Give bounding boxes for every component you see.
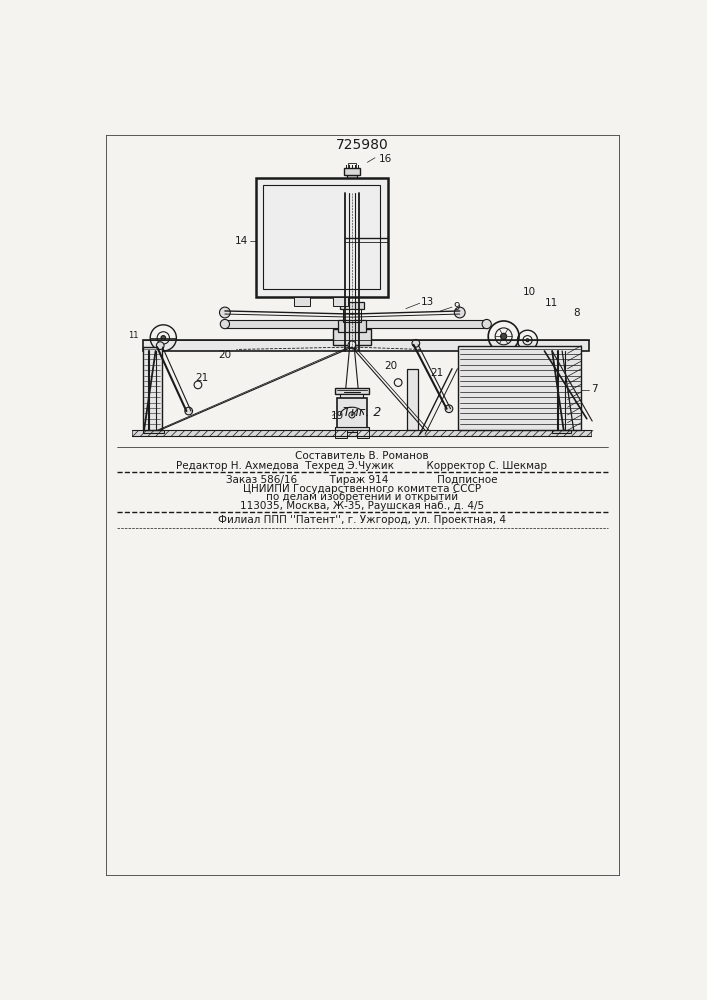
Bar <box>343 309 361 312</box>
Text: по делам изобретений и открытий: по делам изобретений и открытий <box>266 492 458 502</box>
Text: Филиал ППП ''Патент'', г. Ужгород, ул. Проектная, 4: Филиал ППП ''Патент'', г. Ужгород, ул. П… <box>218 515 506 525</box>
Text: 13: 13 <box>421 297 435 307</box>
Text: Заказ 586/16          Тираж 914               Подписное: Заказ 586/16 Тираж 914 Подписное <box>226 475 498 485</box>
Text: 9: 9 <box>454 302 460 312</box>
Bar <box>333 329 371 345</box>
Bar <box>132 430 590 436</box>
Bar <box>344 168 360 175</box>
Bar <box>407 369 418 430</box>
Bar <box>143 340 589 351</box>
Circle shape <box>221 319 230 329</box>
Circle shape <box>185 407 192 415</box>
Bar <box>343 235 361 239</box>
Bar <box>339 229 364 235</box>
Bar <box>225 320 486 328</box>
Circle shape <box>348 341 356 349</box>
Bar <box>264 185 380 289</box>
Bar <box>552 430 571 433</box>
Circle shape <box>219 307 230 318</box>
Bar <box>356 430 369 438</box>
Text: 14: 14 <box>235 236 248 246</box>
Bar <box>348 163 356 168</box>
Circle shape <box>445 405 452 413</box>
Circle shape <box>501 333 507 339</box>
Bar <box>294 297 310 306</box>
Circle shape <box>455 307 465 318</box>
Text: 19: 19 <box>330 411 344 421</box>
Bar <box>338 320 366 332</box>
Text: 11: 11 <box>128 331 139 340</box>
Bar <box>343 312 361 322</box>
Text: 21: 21 <box>195 373 209 383</box>
Bar <box>256 178 388 297</box>
Circle shape <box>526 339 529 342</box>
Bar <box>335 427 369 432</box>
Text: 16: 16 <box>379 153 392 163</box>
Bar <box>337 398 368 429</box>
Bar <box>143 347 162 430</box>
Bar <box>335 430 347 438</box>
Circle shape <box>482 319 491 329</box>
Text: 8: 8 <box>573 308 580 318</box>
Bar <box>333 297 348 306</box>
Text: 7: 7 <box>590 384 597 394</box>
Text: Τиг. 2: Τиг. 2 <box>343 406 381 419</box>
Bar <box>340 394 363 400</box>
Text: 21: 21 <box>430 368 443 378</box>
Text: 10: 10 <box>523 287 536 297</box>
Bar <box>339 302 364 309</box>
Text: ЦНИИПИ Государственного комитета СССР: ЦНИИПИ Государственного комитета СССР <box>243 484 481 494</box>
Text: 113035, Москва, Ж-35, Раушская наб., д. 4/5: 113035, Москва, Ж-35, Раушская наб., д. … <box>240 501 484 511</box>
Circle shape <box>156 342 164 349</box>
Text: 725980: 725980 <box>336 138 388 152</box>
Text: 20: 20 <box>384 361 397 371</box>
Text: 20: 20 <box>218 350 231 360</box>
Bar <box>143 430 164 433</box>
Circle shape <box>412 339 420 347</box>
Circle shape <box>349 412 355 418</box>
Bar <box>341 191 363 197</box>
Text: Редактор Н. Ахмедова  Техред Э.Чужик          Корректор С. Шекмар: Редактор Н. Ахмедова Техред Э.Чужик Корр… <box>177 461 547 471</box>
Bar <box>458 346 581 430</box>
Text: 11: 11 <box>544 298 558 308</box>
Bar <box>347 175 356 191</box>
Circle shape <box>161 336 165 340</box>
Text: Составитель В. Романов: Составитель В. Романов <box>295 451 428 461</box>
Bar <box>335 388 369 394</box>
